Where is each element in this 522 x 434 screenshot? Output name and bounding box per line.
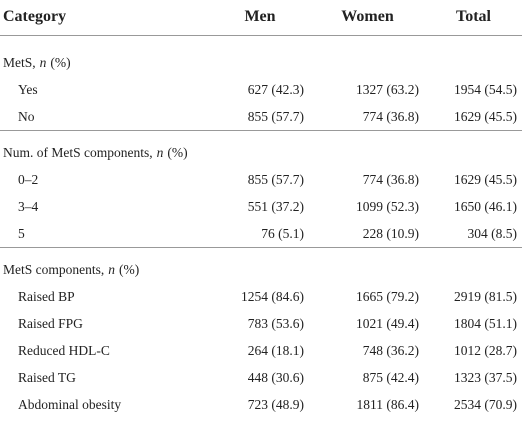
row-label: Abdominal obesity xyxy=(18,396,122,412)
data-row: 0–2 855 (57.7) 774 (36.8) 1629 (45.5) xyxy=(0,166,522,193)
row-label: 0–2 xyxy=(18,171,39,187)
data-row: No 855 (57.7) 774 (36.8) 1629 (45.5) xyxy=(0,103,522,130)
value-cell: 783 (53.6) xyxy=(247,315,304,331)
value-cell: 1665 (79.2) xyxy=(356,288,419,304)
row-label: Raised FPG xyxy=(18,315,83,331)
value-cell: 774 (36.8) xyxy=(362,171,419,187)
value-cell: 1323 (37.5) xyxy=(454,369,517,385)
value-cell: 723 (48.9) xyxy=(247,396,304,412)
value-cell: 1254 (84.6) xyxy=(241,288,304,304)
value-cell: 1811 (86.4) xyxy=(356,396,420,412)
header-cell: Category xyxy=(3,8,67,25)
value-cell: 2534 (70.9) xyxy=(454,396,517,412)
value-cell: 304 (8.5) xyxy=(467,225,518,241)
value-cell: 1012 (28.7) xyxy=(454,342,517,358)
value-cell: 448 (30.6) xyxy=(247,369,304,385)
section-rule xyxy=(0,247,522,248)
value-cell: 774 (36.8) xyxy=(362,108,419,124)
value-cell: 1629 (45.5) xyxy=(454,108,517,124)
value-cell: 627 (42.3) xyxy=(247,81,304,97)
section-row: MetS components, n (%) xyxy=(0,256,522,283)
value-cell: 264 (18.1) xyxy=(247,342,304,358)
section-row: MetS, n (%) xyxy=(0,49,522,76)
row-label: 5 xyxy=(18,225,25,241)
row-label: Raised BP xyxy=(18,288,75,304)
value-cell: 76 (5.1) xyxy=(261,225,304,241)
value-cell: 1099 (52.3) xyxy=(356,198,419,214)
header-row: Category Men Women Total xyxy=(0,0,522,34)
header-cell: Total xyxy=(456,8,491,25)
section-title-n: n xyxy=(156,144,164,160)
section-row: Num. of MetS components, n (%) xyxy=(0,139,522,166)
value-cell: 1021 (49.4) xyxy=(356,315,419,331)
section-title-unit: (%) xyxy=(167,144,188,160)
data-row: Reduced HDL-C 264 (18.1) 748 (36.2) 1012 (2… xyxy=(0,337,522,364)
row-label: Yes xyxy=(18,81,38,97)
section-title: Num. of MetS components, n (%) xyxy=(0,145,522,161)
header-cell: Women xyxy=(341,8,394,25)
data-row: Yes 627 (42.3) 1327 (63.2) 1954 (54.5) xyxy=(0,76,522,103)
section-title-text: MetS, xyxy=(3,54,36,70)
section-title-unit: (%) xyxy=(119,261,140,277)
value-cell: 2919 (81.5) xyxy=(454,288,517,304)
value-cell: 748 (36.2) xyxy=(362,342,419,358)
value-cell: 551 (37.2) xyxy=(247,198,304,214)
data-row: Abdominal obesity 723 (48.9) 1811 (86.4) 25… xyxy=(0,391,522,418)
value-cell: 1629 (45.5) xyxy=(454,171,517,187)
data-row: 3–4 551 (37.2) 1099 (52.3) 1650 (46.1) xyxy=(0,193,522,220)
section-rule xyxy=(0,130,522,131)
data-row: 5 76 (5.1) 228 (10.9) 304 (8.5) xyxy=(0,220,522,247)
header-rule xyxy=(0,35,522,36)
data-row: Raised FPG 783 (53.6) 1021 (49.4) 1804 (51.… xyxy=(0,310,522,337)
data-row: Raised TG 448 (30.6) 875 (42.4) 1323 (37.5) xyxy=(0,364,522,391)
data-row: Raised BP 1254 (84.6) 1665 (79.2) 2919 (81.… xyxy=(0,283,522,310)
section-title: MetS, n (%) xyxy=(0,55,522,71)
section-title-text: MetS components, xyxy=(3,261,105,277)
row-label: Reduced HDL-C xyxy=(18,342,110,358)
header-cell: Men xyxy=(244,8,276,25)
row-label: Raised TG xyxy=(18,369,76,385)
value-cell: 855 (57.7) xyxy=(247,108,304,124)
value-cell: 1804 (51.1) xyxy=(454,315,517,331)
value-cell: 1954 (54.5) xyxy=(454,81,517,97)
section-title-unit: (%) xyxy=(50,54,71,70)
value-cell: 228 (10.9) xyxy=(362,225,419,241)
row-label: 3–4 xyxy=(18,198,39,214)
section-title-n: n xyxy=(108,261,115,277)
value-cell: 1327 (63.2) xyxy=(356,81,419,97)
section-title-text: Num. of MetS components, xyxy=(3,144,153,160)
section-title: MetS components, n (%) xyxy=(0,262,522,278)
value-cell: 875 (42.4) xyxy=(362,369,419,385)
value-cell: 855 (57.7) xyxy=(247,171,304,187)
row-label: No xyxy=(18,108,35,124)
value-cell: 1650 (46.1) xyxy=(454,198,517,214)
section-title-n: n xyxy=(39,54,47,70)
